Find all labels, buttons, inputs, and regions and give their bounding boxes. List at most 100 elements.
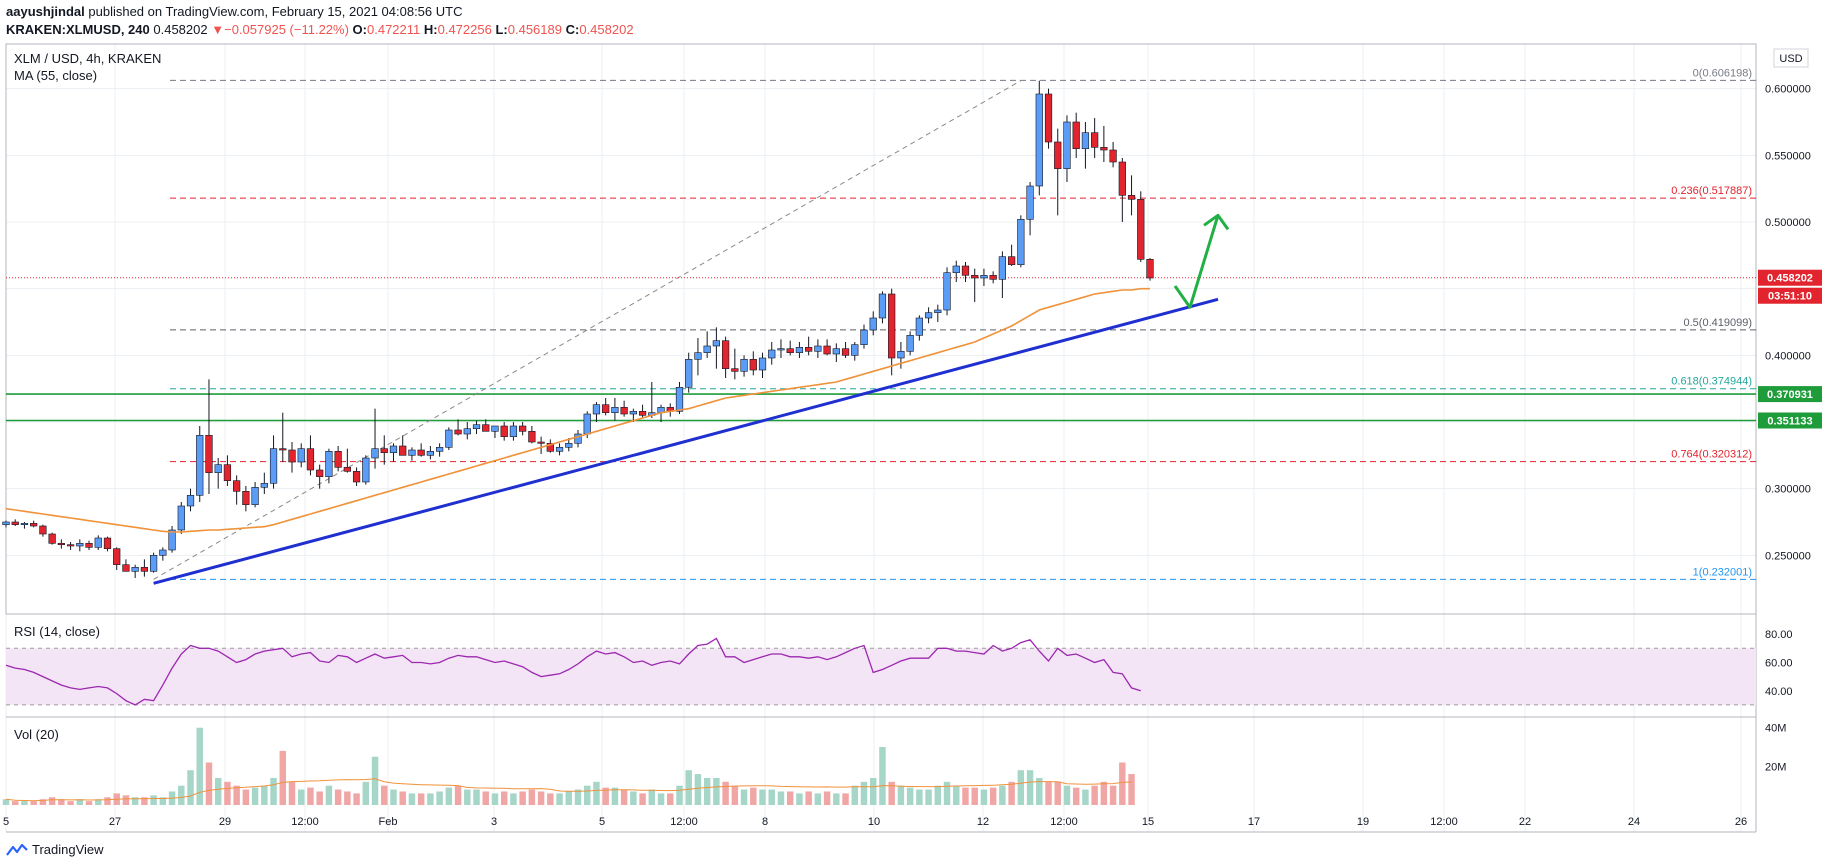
volume-tick-label: 20M bbox=[1765, 761, 1786, 773]
ma-55-line bbox=[5, 287, 1150, 533]
volume-bar bbox=[2, 799, 10, 805]
time-tick-label: 3 bbox=[491, 816, 497, 828]
volume-bar bbox=[233, 785, 240, 805]
volume-bar bbox=[270, 777, 277, 805]
time-axis[interactable]: 5 27 29 12:00 Feb 3 5 12:00 8 10 12 12:00 15 17 19 12:0… bbox=[3, 816, 1747, 828]
price-tick-label: 0.600000 bbox=[1765, 84, 1811, 96]
candle-body bbox=[906, 335, 914, 352]
candle-body bbox=[491, 425, 499, 432]
volume-bar bbox=[353, 793, 360, 805]
footer-brand[interactable]: TradingView bbox=[6, 842, 104, 857]
volume-axis[interactable]: 40M 20M bbox=[1765, 723, 1786, 774]
candle-body bbox=[851, 344, 859, 356]
volume-bar bbox=[713, 777, 720, 805]
volume-bar bbox=[676, 785, 683, 805]
volume-bar bbox=[473, 789, 480, 805]
candle-body bbox=[509, 425, 518, 437]
volume-bar bbox=[196, 727, 203, 805]
candle-body bbox=[30, 523, 38, 527]
volume-bar bbox=[261, 785, 268, 805]
volume-bar bbox=[408, 793, 416, 805]
volume-bar bbox=[1119, 762, 1126, 805]
volume-bar bbox=[48, 797, 56, 805]
candle-body bbox=[934, 309, 942, 313]
candle-body bbox=[168, 529, 176, 551]
price-tick-label: 0.400000 bbox=[1765, 350, 1811, 362]
volume-bar bbox=[325, 785, 333, 805]
volume-bar bbox=[860, 781, 868, 805]
countdown-tag-bg bbox=[1758, 287, 1822, 304]
vol-legend: Vol (20) bbox=[14, 727, 59, 742]
volume-bar bbox=[141, 797, 148, 805]
candle-body bbox=[325, 451, 333, 477]
support-lines[interactable] bbox=[6, 393, 1756, 422]
author-name[interactable]: aayushjindal bbox=[6, 4, 85, 19]
volume-bar bbox=[1008, 781, 1015, 805]
volume-bar bbox=[943, 781, 951, 805]
candle-body bbox=[740, 359, 748, 372]
volume-bar bbox=[786, 791, 794, 805]
arrow-shaft bbox=[1173, 214, 1220, 309]
low-label: L: bbox=[495, 22, 508, 37]
rsi-axis[interactable]: 80.00 60.00 40.00 bbox=[1765, 629, 1793, 698]
volume-bar bbox=[953, 785, 960, 805]
price-pane-border bbox=[5, 43, 1757, 615]
candle-body bbox=[316, 469, 324, 477]
price-axis[interactable]: 0.250000 0.300000 0.400000 0.500000 0.550000… bbox=[1765, 84, 1811, 563]
volume-bar bbox=[482, 791, 489, 805]
volume-bar bbox=[823, 791, 831, 805]
candle-body bbox=[1017, 219, 1025, 265]
publish-info: published on TradingView.com, February 1… bbox=[88, 4, 463, 19]
volume-bar bbox=[602, 787, 609, 805]
fib-trend-line[interactable] bbox=[153, 80, 1022, 580]
candle-body bbox=[186, 495, 195, 507]
rsi-line bbox=[5, 637, 1141, 706]
candle-body bbox=[805, 347, 813, 352]
volume-bar bbox=[537, 791, 545, 805]
candle-body bbox=[343, 467, 351, 472]
candle-body bbox=[1146, 259, 1154, 279]
volume-bar bbox=[869, 777, 877, 805]
time-tick-label: Feb bbox=[379, 816, 398, 828]
volume-bar bbox=[205, 762, 213, 805]
rsi-tick-label: 40.00 bbox=[1765, 686, 1793, 698]
fib-retracement[interactable]: 0(0.606198) 0.236(0.517887) 0.5(0.419099) 0… bbox=[170, 67, 1756, 580]
volume-bar bbox=[150, 795, 157, 805]
volume-bar bbox=[362, 781, 370, 805]
candle-body bbox=[602, 404, 610, 413]
volume-bar bbox=[417, 793, 425, 805]
candle-body bbox=[980, 275, 988, 279]
publish-line: aayushjindal published on TradingView.co… bbox=[6, 4, 462, 19]
volume-bar bbox=[851, 785, 859, 805]
candle-body bbox=[952, 265, 960, 273]
volume-bar bbox=[962, 787, 969, 805]
volume-bar bbox=[1128, 774, 1135, 805]
candle-body bbox=[1007, 256, 1016, 265]
volume-bar bbox=[796, 793, 803, 805]
volume-bars bbox=[2, 727, 1135, 805]
volume-bar bbox=[104, 797, 111, 805]
candle-body bbox=[638, 411, 647, 416]
trend-line[interactable] bbox=[153, 297, 1219, 585]
price-change: −0.057925 (−11.22%) bbox=[224, 22, 349, 37]
candle-body bbox=[417, 449, 425, 456]
candle-body bbox=[297, 448, 305, 463]
ma-legend: MA (55, close) bbox=[14, 68, 97, 83]
rsi-tick-label: 60.00 bbox=[1765, 657, 1793, 669]
price-tick-label: 0.300000 bbox=[1765, 484, 1811, 496]
volume-bar bbox=[500, 791, 508, 805]
volume-bar bbox=[556, 793, 563, 805]
volume-bar bbox=[777, 791, 785, 805]
grid-lines bbox=[5, 44, 1756, 832]
candle-body bbox=[408, 449, 416, 456]
candle-body bbox=[472, 424, 481, 429]
candle-body bbox=[214, 464, 222, 473]
volume-bar bbox=[574, 789, 582, 805]
volume-bar bbox=[381, 785, 388, 805]
time-tick-label: 24 bbox=[1628, 816, 1640, 828]
candle-body bbox=[592, 404, 601, 415]
volume-bar bbox=[344, 791, 351, 805]
currency-badge[interactable] bbox=[1773, 48, 1809, 68]
candle-body bbox=[1118, 161, 1126, 196]
